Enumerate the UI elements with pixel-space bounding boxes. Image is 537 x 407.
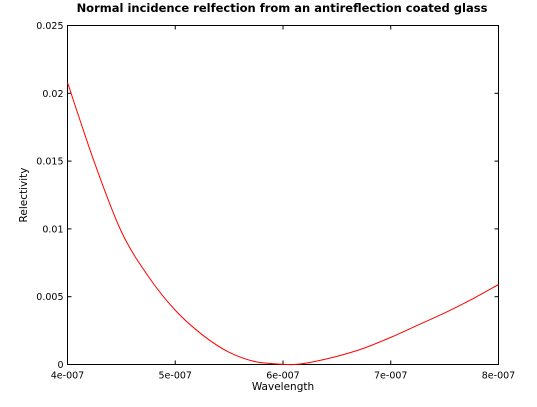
tick-labels: 4e-007 5e-007 6e-007 7e-007 8e-007 0 0.005 0.01… — [36, 21, 515, 382]
y-tick-label: 0 — [57, 360, 63, 371]
chart-title: Normal incidence relfection from an anti… — [77, 1, 488, 15]
y-tick-label: 0.02 — [42, 89, 63, 100]
x-axis-label: Wavelength — [252, 381, 314, 393]
x-tick-label: 7e-007 — [374, 371, 407, 382]
axis-ticks — [67, 25, 499, 365]
y-tick-label: 0.025 — [36, 21, 63, 32]
y-tick-label: 0.01 — [42, 224, 63, 235]
y-axis-label: Relectivity — [18, 168, 30, 223]
series-layer — [67, 82, 499, 366]
x-tick-label: 8e-007 — [482, 371, 515, 382]
y-tick-label: 0.015 — [36, 157, 63, 168]
x-tick-label: 5e-007 — [159, 371, 192, 382]
plot-area — [67, 25, 499, 365]
y-tick-label: 0.005 — [36, 292, 63, 303]
series-line — [67, 82, 499, 366]
x-tick-label: 6e-007 — [266, 371, 299, 382]
x-tick-label: 4e-007 — [51, 371, 84, 382]
